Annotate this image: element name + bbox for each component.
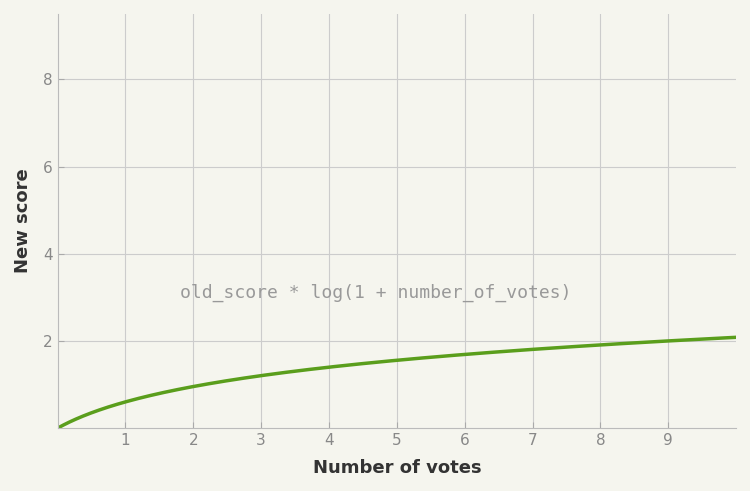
Y-axis label: New score: New score: [14, 168, 32, 273]
X-axis label: Number of votes: Number of votes: [313, 459, 482, 477]
Text: old_score * log(1 + number_of_votes): old_score * log(1 + number_of_votes): [180, 284, 572, 302]
